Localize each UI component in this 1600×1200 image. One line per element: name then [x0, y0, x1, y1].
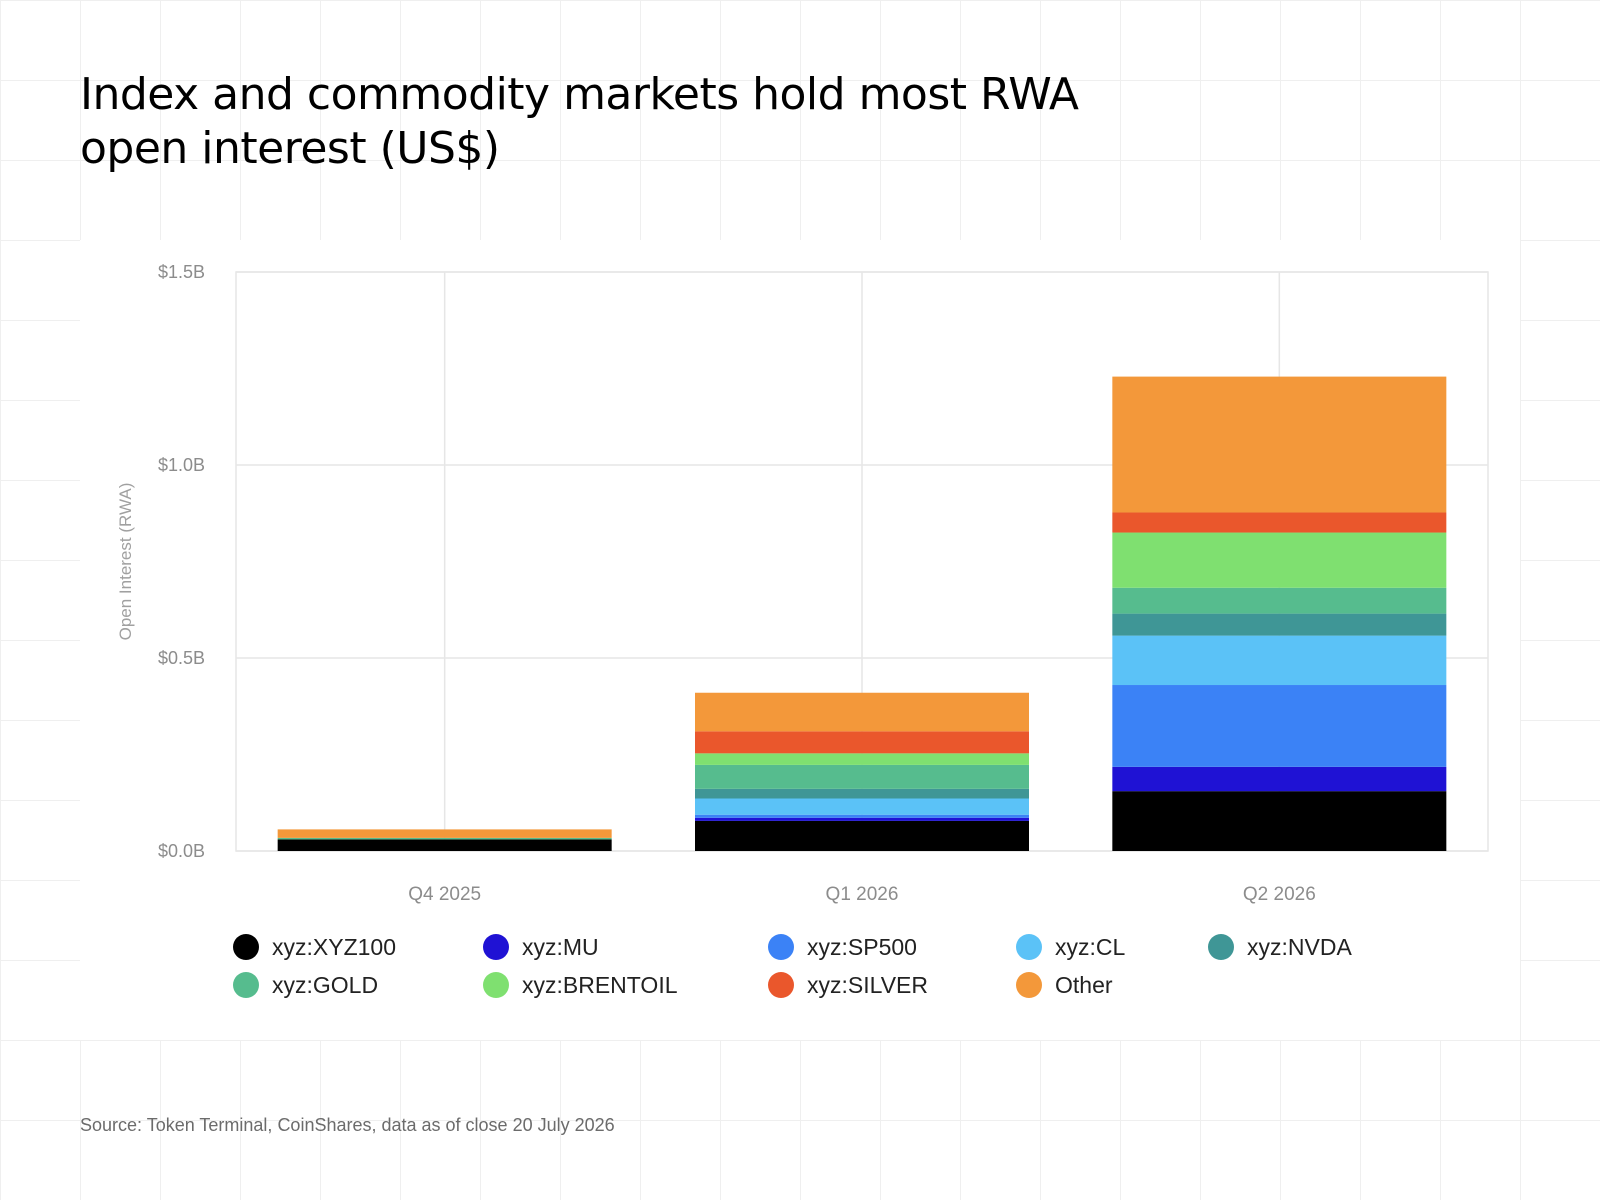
- legend-swatch: [768, 972, 794, 998]
- bar-segment: [1112, 791, 1447, 851]
- y-tick-label: $0.0B: [158, 841, 205, 861]
- legend-label: Other: [1055, 971, 1113, 998]
- bar-segment: [1112, 512, 1447, 533]
- legend-label: xyz:NVDA: [1247, 933, 1352, 960]
- bar-segment: [1112, 587, 1447, 614]
- bar-segment: [695, 820, 1029, 851]
- legend-label: xyz:BRENTOIL: [522, 971, 678, 998]
- legend-swatch: [1016, 934, 1042, 960]
- legend-swatch: [483, 934, 509, 960]
- x-tick-label: Q4 2025: [408, 884, 481, 905]
- legend-item: xyz:SILVER: [768, 970, 928, 1000]
- bar-segment: [695, 788, 1029, 799]
- legend-item: xyz:XYZ100: [233, 932, 396, 962]
- bar-segment: [1112, 766, 1447, 792]
- legend-label: xyz:SP500: [807, 933, 917, 960]
- source-note: Source: Token Terminal, CoinShares, data…: [80, 1115, 615, 1135]
- legend-item: xyz:SP500: [768, 932, 917, 962]
- bars-layer: [277, 376, 1447, 851]
- bar-segment: [1112, 532, 1447, 588]
- legend-swatch: [1208, 934, 1234, 960]
- legend-label: xyz:XYZ100: [272, 933, 396, 960]
- legend-item: xyz:GOLD: [233, 970, 378, 1000]
- bar-segment: [1112, 685, 1447, 767]
- bar-segment: [695, 817, 1029, 821]
- bar-segment: [1112, 635, 1447, 686]
- legend-item: xyz:BRENTOIL: [483, 970, 678, 1000]
- legend-item: xyz:MU: [483, 932, 599, 962]
- y-tick-label: $0.5B: [158, 648, 205, 668]
- legend-item: Other: [1016, 970, 1113, 1000]
- axis-layer: $0.0B $0.5B $1.0B $1.5B Q4 2025 Q1 2026 Q2 202…: [116, 262, 1316, 905]
- bar-segment: [695, 731, 1029, 754]
- y-tick-label: $1.0B: [158, 455, 205, 475]
- bar-segment: [695, 753, 1029, 765]
- y-axis-label: Open Interest (RWA): [116, 483, 135, 641]
- bar-segment: [695, 798, 1029, 815]
- legend-label: xyz:GOLD: [272, 971, 379, 998]
- y-tick-label: $1.5B: [158, 262, 205, 282]
- x-tick-label: Q1 2026: [826, 884, 899, 905]
- chart-title-line-1: Index and commodity markets hold most RW…: [80, 69, 1079, 120]
- legend-swatch: [233, 934, 259, 960]
- legend-swatch: [483, 972, 509, 998]
- legend-swatch: [1016, 972, 1042, 998]
- legend-swatch: [768, 934, 794, 960]
- legend-swatch: [233, 972, 259, 998]
- legend-item: xyz:NVDA: [1208, 932, 1352, 962]
- legend-label: xyz:CL: [1055, 933, 1126, 960]
- legend-label: xyz:SILVER: [807, 971, 928, 998]
- bar-segment: [695, 764, 1029, 789]
- bar-segment: [277, 839, 612, 851]
- legend-label: xyz:MU: [522, 933, 599, 960]
- bar-segment: [695, 692, 1029, 732]
- legend-item: xyz:CL: [1016, 932, 1125, 962]
- bar-segment: [695, 814, 1029, 818]
- chart-legend: xyz:XYZ100 xyz:MU xyz:SP500 xyz:CL xyz:NVDA x…: [233, 934, 1433, 1020]
- chart-title-line-2: open interest (US$): [80, 123, 500, 174]
- chart-title: Index and commodity markets hold most RW…: [80, 68, 1280, 176]
- x-tick-label: Q2 2026: [1243, 884, 1316, 905]
- bar-segment: [1112, 613, 1447, 636]
- bar-segment: [277, 829, 612, 838]
- bar-segment: [1112, 376, 1447, 513]
- bar-segment: [277, 837, 612, 840]
